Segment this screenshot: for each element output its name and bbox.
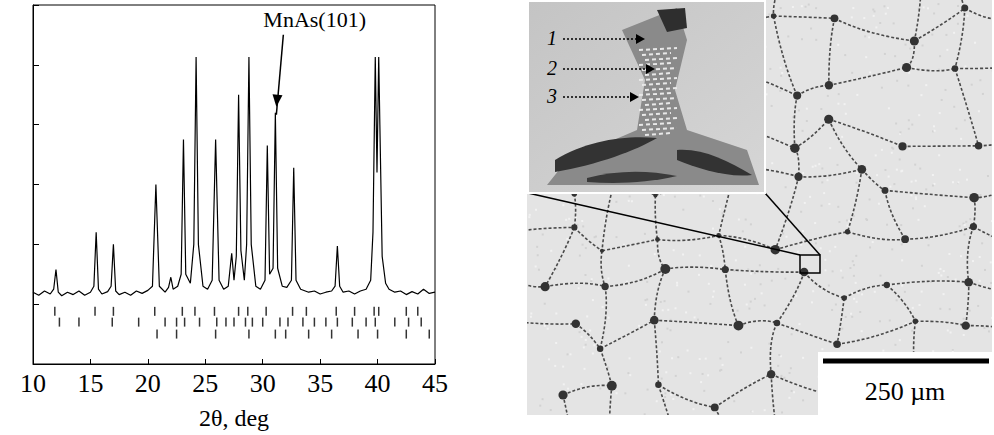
- svg-text:45: 45: [422, 369, 448, 398]
- svg-text:30: 30: [250, 369, 276, 398]
- svg-text:25: 25: [192, 369, 218, 398]
- svg-text:3: 3: [546, 85, 557, 107]
- svg-text:35: 35: [307, 369, 333, 398]
- svg-text:1: 1: [547, 27, 557, 49]
- svg-text:20: 20: [135, 369, 161, 398]
- svg-text:40: 40: [365, 369, 391, 398]
- svg-text:MnAs(101): MnAs(101): [263, 7, 366, 32]
- svg-text:250 µm: 250 µm: [865, 377, 946, 406]
- svg-text:10: 10: [20, 369, 46, 398]
- svg-text:2: 2: [547, 57, 557, 79]
- svg-text:15: 15: [77, 369, 103, 398]
- svg-text:2θ, deg: 2θ, deg: [199, 405, 269, 431]
